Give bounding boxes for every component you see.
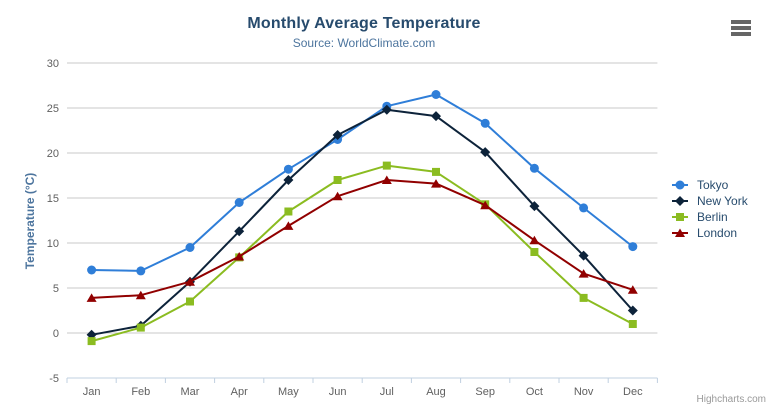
- hamburger-icon: [731, 20, 751, 24]
- legend-label: New York: [697, 194, 748, 208]
- legend-marker-circle-icon: [672, 180, 688, 190]
- y-axis-label: 30: [47, 58, 59, 70]
- series-marker-london: [381, 175, 392, 184]
- series-marker-new-york: [332, 130, 343, 140]
- series-marker-new-york: [529, 201, 540, 212]
- series-marker-berlin: [136, 323, 145, 332]
- legend-marker-shape: [675, 196, 685, 206]
- x-axis-label: Oct: [526, 386, 543, 398]
- x-axis-label: Mar: [181, 386, 200, 398]
- series-marker-london: [135, 290, 146, 300]
- chart-title: Monthly Average Temperature: [247, 15, 481, 32]
- series-marker-london: [332, 191, 343, 201]
- series-line-berlin: [90, 164, 634, 343]
- series-marker-berlin: [530, 248, 539, 256]
- x-axis-label: Apr: [231, 386, 248, 398]
- legend-item-berlin[interactable]: Berlin: [672, 209, 748, 225]
- x-axis-label: Jul: [380, 386, 394, 398]
- series-marker-london: [283, 221, 294, 230]
- legend-marker-diamond-icon: [672, 196, 688, 206]
- series-marker-berlin: [382, 161, 391, 170]
- series-marker-new-york: [431, 111, 441, 122]
- x-axis-label: May: [278, 386, 299, 398]
- y-axis-title: Temperature (°C): [23, 172, 37, 270]
- series-marker-berlin: [87, 337, 96, 346]
- y-axis-label: 15: [47, 193, 59, 205]
- series-marker-london: [86, 293, 97, 302]
- series-marker-london: [234, 252, 245, 261]
- series-line-tokyo: [90, 93, 634, 272]
- series-marker-berlin: [333, 176, 342, 184]
- legend-marker-shape: [675, 180, 685, 190]
- series-marker-tokyo: [234, 198, 244, 207]
- series-marker-tokyo: [87, 265, 97, 275]
- series-marker-berlin: [186, 297, 194, 306]
- y-axis-label: 0: [53, 328, 59, 340]
- series-marker-new-york: [283, 175, 294, 185]
- x-axis-label: Sep: [475, 386, 495, 398]
- series-marker-tokyo: [579, 203, 589, 213]
- legend-label: Tokyo: [697, 178, 729, 192]
- series-line-new-york: [90, 108, 634, 336]
- series-marker-london: [185, 277, 195, 286]
- series-line-london: [90, 179, 634, 299]
- legend-marker-shape: [675, 228, 685, 237]
- y-axis-label: 10: [47, 238, 59, 250]
- y-axis-label: -5: [49, 373, 59, 385]
- series-marker-london: [578, 269, 589, 278]
- series-marker-tokyo: [529, 163, 539, 173]
- series-markers-new-york: [86, 104, 638, 340]
- legend-marker-square-icon: [672, 213, 688, 221]
- hamburger-icon: [731, 26, 751, 30]
- y-axis-label: 20: [47, 148, 59, 160]
- series-marker-tokyo: [283, 164, 293, 174]
- chart-subtitle: Source: WorldClimate.com: [292, 36, 436, 50]
- series-marker-berlin: [432, 167, 440, 176]
- y-axis-label: 25: [47, 103, 59, 115]
- series-marker-london: [529, 235, 540, 245]
- series-marker-london: [431, 179, 441, 188]
- series-marker-tokyo: [431, 90, 441, 99]
- series-marker-new-york: [234, 226, 245, 237]
- series-marker-berlin: [579, 293, 588, 302]
- x-axis-label: Nov: [574, 386, 594, 398]
- legend-label: Berlin: [697, 210, 728, 224]
- series-markers-berlin: [87, 161, 637, 346]
- legend-label: London: [697, 226, 738, 240]
- legend-item-new-york[interactable]: New York: [672, 193, 748, 209]
- export-menu-button[interactable]: [731, 20, 751, 36]
- x-axis-label: Dec: [623, 386, 643, 398]
- series-marker-berlin: [628, 320, 637, 328]
- legend: Tokyo New York Berlin London: [672, 177, 748, 241]
- series-markers-tokyo: [87, 90, 638, 276]
- credits-link[interactable]: Highcharts.com: [696, 394, 766, 405]
- legend-marker-triangle-icon: [672, 228, 688, 237]
- x-axis-label: Jun: [329, 386, 347, 398]
- series-marker-new-york: [480, 147, 491, 158]
- legend-item-tokyo[interactable]: Tokyo: [672, 177, 748, 193]
- hamburger-icon: [731, 32, 751, 36]
- series-marker-berlin: [284, 207, 293, 216]
- series-marker-london: [480, 200, 491, 210]
- series-marker-london: [627, 285, 638, 294]
- series-marker-new-york: [578, 250, 589, 261]
- series-marker-tokyo: [480, 118, 490, 128]
- y-axis-label: 5: [53, 283, 59, 295]
- series-marker-tokyo: [628, 242, 638, 252]
- x-axis-label: Aug: [426, 386, 446, 398]
- legend-marker-shape: [676, 213, 684, 221]
- series-marker-new-york: [627, 305, 638, 316]
- series-markers-london: [86, 175, 638, 302]
- series-marker-new-york: [381, 104, 392, 115]
- series-marker-tokyo: [136, 266, 146, 276]
- series-marker-tokyo: [185, 243, 195, 252]
- x-axis-label: Feb: [131, 386, 150, 398]
- x-axis-label: Jan: [83, 386, 101, 398]
- legend-item-london[interactable]: London: [672, 225, 748, 241]
